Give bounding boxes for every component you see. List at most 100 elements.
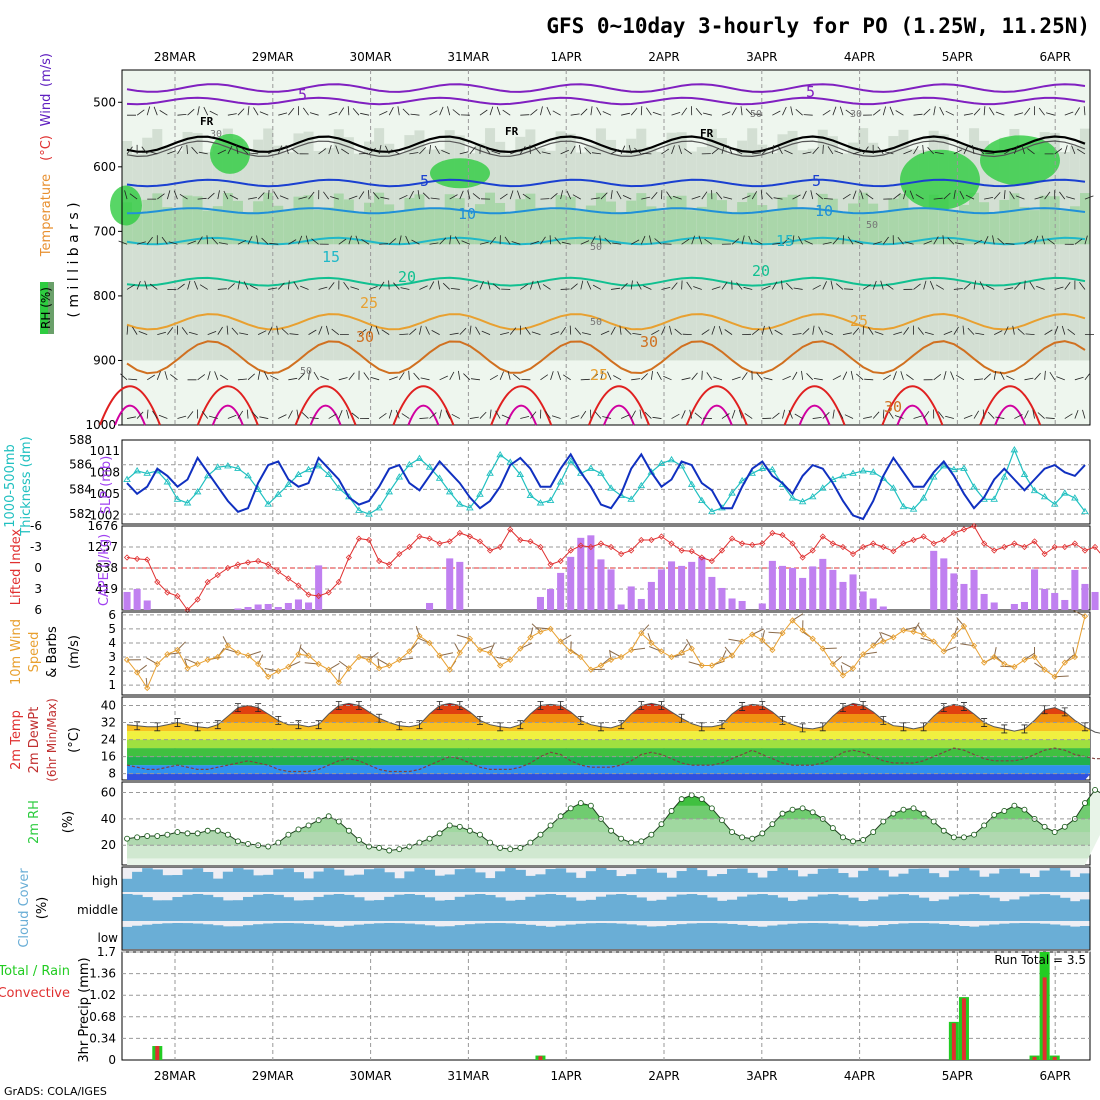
profile-wind-barb (346, 409, 350, 419)
cloud-cover-cell (142, 924, 153, 949)
thickness-point (284, 480, 293, 487)
rh-shade-cell (737, 140, 748, 361)
lifted-index-point (416, 533, 423, 540)
cloud-cover-cell (595, 896, 607, 921)
profile-wind-barb (1038, 107, 1045, 116)
wind10m-speed-point (567, 648, 574, 655)
wind10m-speed-point (154, 660, 161, 668)
profile-wind-barb (273, 191, 279, 200)
cloud-cover-cell (969, 870, 980, 892)
thickness-point (818, 484, 827, 491)
profile-wind-barb (368, 190, 370, 200)
rh-moist-cell (454, 198, 465, 245)
profile-wind-barb (157, 331, 167, 336)
profile-wind-barb (450, 288, 460, 290)
profile-wind-barb (217, 288, 227, 290)
rh-shade-cell (192, 133, 203, 361)
lifted-index-point (819, 533, 826, 540)
profile-wind-barb (1084, 195, 1094, 200)
cloud-cover-cell (283, 923, 294, 949)
cloud-cover-cell (626, 895, 637, 921)
wind10m-speed-point (345, 665, 353, 672)
rh2m-point (789, 806, 796, 813)
profile-wind-barb (1077, 148, 1086, 155)
profile-wind-barb (308, 329, 317, 335)
cape-bar (778, 565, 786, 610)
rh-shade-cell (394, 153, 405, 361)
cape-bar (990, 602, 998, 610)
wind10m-speed-point (890, 634, 897, 641)
profile-wind-barb (812, 325, 815, 335)
cloud-cover-cell (434, 926, 446, 949)
cloud-cover-cell (575, 900, 587, 921)
rh-shade-cell (817, 129, 828, 361)
profile-wind-barb (449, 371, 455, 381)
profile-wind-barb (191, 146, 198, 155)
rh-moist-cell (555, 195, 566, 245)
profile-wind-barb (661, 148, 670, 155)
profile-wind-barb (338, 377, 348, 381)
profile-wind-barb (247, 197, 257, 200)
profile-wind-barb (149, 283, 158, 290)
profile-wind-barb (368, 147, 377, 155)
profile-wind-barb (649, 235, 652, 245)
wind10m-speed-point (476, 646, 484, 654)
thickness-point (758, 464, 767, 471)
profile-wind-barb (1047, 238, 1055, 245)
profile-wind-barb (586, 281, 592, 290)
wind-contour-label: 5 (298, 86, 307, 104)
profile-wind-barb (495, 410, 501, 419)
profile-wind-barb (574, 327, 582, 335)
rh2m-point (920, 810, 927, 817)
cloud-frame (121, 866, 1091, 951)
rh2m-point (638, 838, 645, 845)
profile-wind-barb (1015, 195, 1025, 200)
profile-wind-barb (1044, 191, 1051, 200)
rh-shade-cell (474, 143, 485, 361)
cloud-cover-cell (525, 924, 536, 949)
rh-moist-cell (343, 199, 354, 245)
profile-wind-barb (580, 108, 588, 116)
rh-moist-cell (414, 194, 425, 245)
rh-moist-cell (1059, 210, 1070, 245)
profile-wind-barb (129, 193, 138, 200)
profile-wind-barb (168, 241, 178, 245)
cape-bar (305, 602, 313, 610)
profile-wind-barb (979, 281, 985, 290)
profile-wind-barb (389, 376, 398, 381)
profile-wind-barb (590, 197, 600, 200)
profile-wind-barb (772, 412, 780, 419)
profile-wind-barb (967, 327, 975, 335)
profile-wind-barb (903, 150, 912, 155)
cloud-cover-cell (696, 895, 708, 921)
wind10m-ylabel-units: (m/s) (67, 635, 82, 669)
rh2m-point (204, 827, 211, 834)
profile-wind-barb (447, 106, 451, 116)
cloud-cover-cell (394, 923, 405, 949)
profile-wind-barb (813, 378, 823, 381)
rh-moist-cell (979, 202, 990, 245)
profile-wind-barb (449, 194, 458, 200)
cloud-cover-cell (152, 869, 163, 892)
temp-contour-40-loop (700, 404, 733, 426)
cloud-cover-cell (827, 923, 839, 949)
profile-wind-barb (550, 371, 554, 380)
temp-contour-label: 30 (884, 398, 902, 416)
thickness-point (375, 504, 383, 511)
cloud-cover-cell (545, 869, 557, 892)
profile-wind-barb (288, 410, 293, 419)
profile-wind-barb (489, 237, 497, 245)
profile-wind-barb (834, 150, 844, 155)
rh2m-point (880, 818, 887, 825)
cloud-cover-cell (797, 876, 809, 892)
cloud-cover-cell (404, 923, 415, 949)
precip-convective-bar (1052, 1056, 1057, 1060)
rh2m-color-band (127, 784, 1090, 819)
lifted-index-point (1021, 543, 1028, 551)
cloud-cover-cell (928, 901, 940, 921)
rh2m-point (779, 810, 786, 817)
rh2m-ylabel: 2m RH (27, 800, 42, 844)
cloud-cover-cell (989, 924, 1000, 949)
cloud-cover-cell (585, 923, 597, 949)
profile-wind-barb (187, 411, 194, 419)
